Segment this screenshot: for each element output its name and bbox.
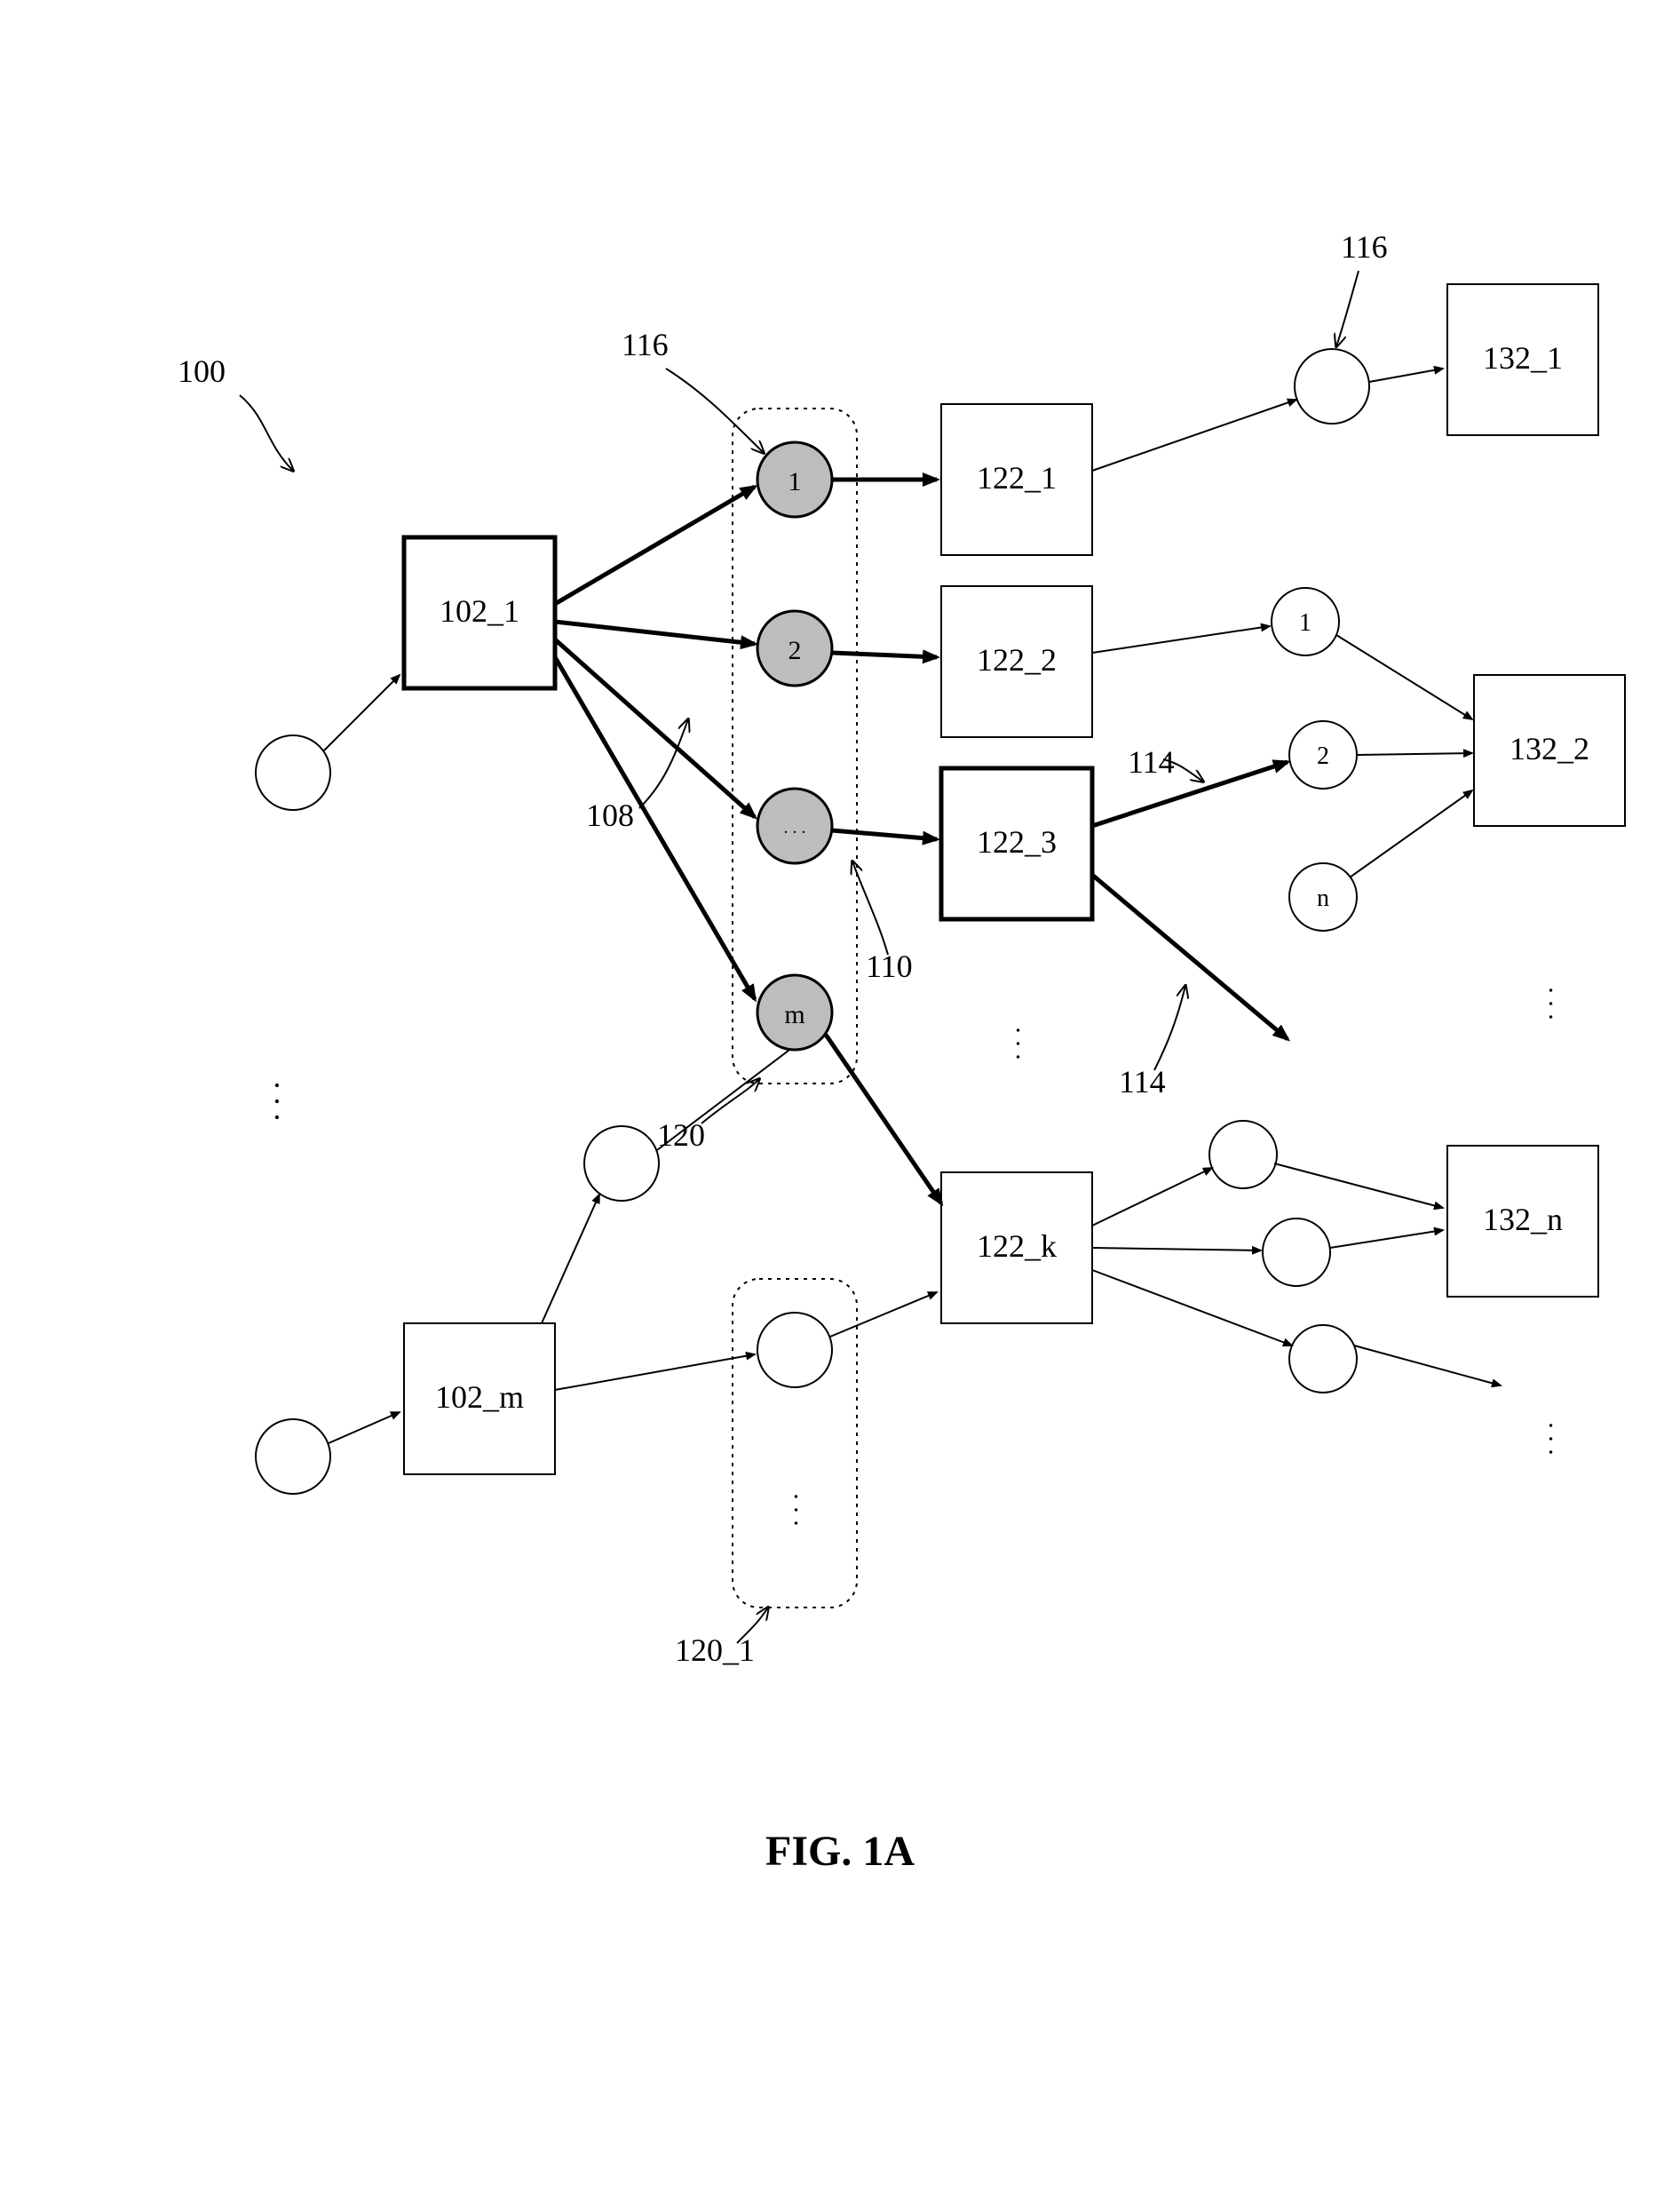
mid-col-ellipsis: . . .	[1010, 1027, 1040, 1060]
edge-102m-120_1	[555, 1354, 755, 1390]
box-132_n-label: 132_n	[1483, 1202, 1563, 1237]
figure-caption: FIG. 1A	[765, 1828, 915, 1875]
right-circle-n-label: n	[1317, 885, 1329, 912]
ref-116-left-leader	[666, 369, 764, 453]
ref-116-right-leader	[1336, 271, 1359, 346]
edge-o3-out	[1354, 1346, 1501, 1385]
figure-1a: 100 102_1 . . . 102_m 1 2 . . . m 116 10…	[0, 0, 1680, 2191]
edge-102m-out	[542, 1195, 599, 1323]
shaded-circle-m-label: m	[784, 1000, 804, 1029]
edge-ctop-132_1	[1369, 369, 1443, 382]
shaded-circle-1-label: 1	[788, 467, 802, 496]
shaded-circle-2-label: 2	[788, 636, 802, 665]
box-122_3-label: 122_3	[977, 824, 1057, 860]
edge-122_3-cn	[1092, 875, 1288, 1039]
box-132_1-label: 132_1	[1483, 340, 1563, 376]
shaded-circle-3-label: . . .	[784, 818, 806, 838]
box-102_m-label: 102_m	[435, 1379, 524, 1415]
box-102_1-label: 102_1	[440, 593, 519, 629]
edge-c2-122_2	[832, 653, 937, 657]
ref-110: 110	[866, 949, 913, 984]
edge-122k-o1	[1092, 1168, 1212, 1226]
right-circle-2-label: 2	[1317, 742, 1329, 770]
circle-102m-out	[584, 1126, 659, 1201]
edge-122k-o3	[1092, 1270, 1292, 1346]
group-120_1-ellipsis: . . .	[788, 1493, 818, 1527]
ref-114-a: 114	[1128, 744, 1175, 780]
ref-116-left: 116	[622, 327, 669, 362]
edge-c2-132_2	[1357, 753, 1472, 755]
right-ellipsis-1: . . .	[1543, 987, 1573, 1020]
edge-cn-132_2	[1350, 790, 1472, 877]
right-circle-top	[1295, 349, 1369, 424]
ref-120-leader	[701, 1079, 759, 1123]
k-out-circle-1	[1209, 1121, 1277, 1188]
edge-122_1-ctop	[1092, 400, 1296, 471]
ref-116-right: 116	[1341, 229, 1388, 265]
edge-in-102_1	[324, 675, 400, 750]
left-col-ellipsis: . . .	[268, 1082, 304, 1122]
edge-o2-132n	[1330, 1230, 1443, 1248]
input-circle-1	[256, 735, 330, 810]
edge-in-102_m	[329, 1412, 400, 1443]
edge-102_1-cm	[555, 657, 755, 999]
right-ellipsis-2: . . .	[1543, 1422, 1573, 1456]
input-circle-m	[256, 1419, 330, 1494]
edge-102_1-c1	[555, 487, 755, 604]
ref-114-b: 114	[1119, 1064, 1166, 1099]
k-out-circle-2	[1263, 1219, 1330, 1286]
edge-122k-o2	[1092, 1248, 1261, 1250]
right-circle-1-label: 1	[1299, 609, 1312, 637]
edge-cm-122_k	[826, 1035, 941, 1203]
edge-c3-122_3	[832, 830, 937, 839]
open-circle-120_1	[757, 1313, 832, 1387]
ref-108: 108	[586, 798, 634, 833]
edge-120_1-122k	[830, 1292, 937, 1337]
box-122_2-label: 122_2	[977, 642, 1057, 678]
box-122_k-label: 122_k	[977, 1228, 1057, 1264]
k-out-circle-3	[1289, 1325, 1357, 1393]
ref-100: 100	[178, 353, 226, 389]
ref-100-leader	[240, 395, 293, 471]
ref-108-leader	[639, 719, 688, 808]
ref-114-b-leader	[1154, 986, 1185, 1070]
ref-110-leader	[852, 861, 888, 955]
edge-o1-132n	[1274, 1163, 1443, 1208]
ref-120: 120	[657, 1117, 705, 1153]
edge-102_1-c2	[555, 622, 755, 644]
box-132_2-label: 132_2	[1510, 731, 1589, 766]
edge-c1-132_2	[1336, 635, 1472, 719]
edge-122_2-c1	[1092, 626, 1270, 653]
box-122_1-label: 122_1	[977, 460, 1057, 496]
